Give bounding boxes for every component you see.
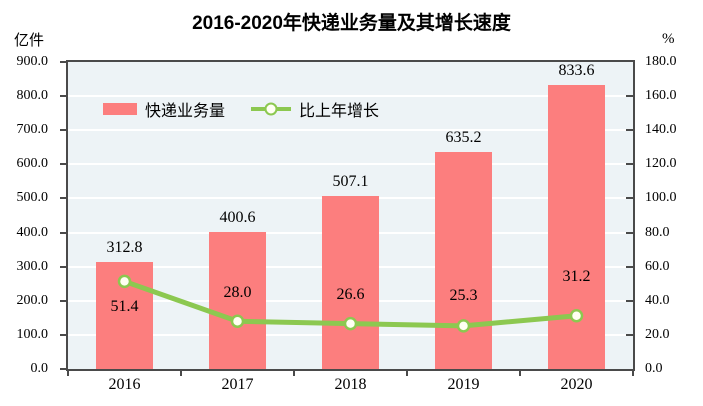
left-axis-tick-labels: 0.0 100.0 200.0 300.0 400.0 500.0 600.0 700.0 80…	[0, 54, 56, 376]
bar-value-label: 833.6	[558, 61, 595, 79]
x-axis-tick	[632, 371, 634, 376]
left-axis-tick-label: 500.0	[16, 190, 49, 206]
plot-area: 312.8 400.6 507.1 635.2 833.6 51.4 28.0 26.6 25…	[66, 60, 635, 371]
right-axis-tick-label: 120.0	[645, 156, 677, 172]
right-axis-tick	[626, 265, 633, 268]
x-axis-tick	[406, 371, 408, 376]
right-axis-tick-label: 160.0	[645, 88, 677, 104]
left-axis-tick-label: 900.0	[16, 54, 49, 69]
line-value-label: 51.4	[110, 298, 139, 316]
left-axis-tick	[60, 163, 66, 166]
left-axis-tick	[60, 333, 66, 336]
right-axis-tick	[626, 95, 633, 98]
x-axis-category-label: 2020	[560, 376, 593, 393]
x-axis-tick	[293, 371, 295, 376]
right-axis-tick-label: 40.0	[645, 292, 670, 308]
x-axis-category-label: 2019	[447, 376, 480, 393]
legend: 快递业务量 比上年增长	[103, 97, 379, 121]
left-axis-tick-label: 400.0	[16, 224, 49, 240]
right-axis-tick-label: 20.0	[645, 326, 670, 342]
x-axis-tick	[67, 371, 69, 376]
right-axis-tick	[626, 163, 633, 166]
line-value-label: 31.2	[562, 267, 591, 285]
x-axis-category-label: 2017	[221, 376, 254, 393]
left-axis-tick	[60, 197, 66, 200]
left-axis-tick-label: 800.0	[16, 88, 49, 104]
x-axis-category-label: 2018	[334, 376, 367, 393]
left-axis-tick	[60, 265, 66, 268]
left-axis-tick	[60, 129, 66, 132]
legend-bar-swatch	[103, 103, 137, 115]
x-axis-tick	[180, 371, 182, 376]
left-axis-tick	[60, 61, 66, 63]
left-axis-tick-label: 200.0	[16, 292, 49, 308]
legend-bar-series-label: 快递业务量	[145, 103, 226, 120]
bar	[435, 152, 492, 369]
right-axis-tick	[626, 197, 633, 200]
right-axis-tick-label: 180.0	[645, 54, 677, 69]
right-axis-tick-labels: 0.0 20.0 40.0 60.0 80.0 100.0 120.0 140.0 160.0 1…	[645, 54, 700, 376]
legend-line-marker-icon	[264, 102, 278, 116]
legend-line-series-label: 比上年增长	[299, 103, 380, 120]
gridline	[68, 163, 633, 166]
line-value-label: 26.6	[336, 285, 365, 303]
right-axis-tick	[626, 231, 633, 234]
legend-line-swatch	[251, 102, 292, 116]
left-axis-tick-label: 700.0	[16, 122, 49, 138]
gridline	[68, 129, 633, 132]
left-axis-tick-label: 300.0	[16, 258, 49, 274]
right-axis-tick-label: 140.0	[645, 122, 677, 138]
line-value-label: 25.3	[449, 286, 478, 304]
right-axis-tick-label: 80.0	[645, 224, 670, 240]
left-axis-unit-label: 亿件	[14, 32, 45, 49]
left-axis-tick	[60, 368, 66, 370]
left-axis-tick-label: 100.0	[16, 326, 49, 342]
gridline	[68, 95, 633, 98]
right-axis-tick	[626, 129, 633, 132]
right-axis-tick-label: 60.0	[645, 258, 670, 274]
left-axis-tick	[60, 95, 66, 98]
bar-value-label: 635.2	[445, 129, 482, 147]
right-axis-tick-label: 0.0	[645, 361, 663, 376]
right-axis-tick	[626, 299, 633, 302]
left-axis-tick-label: 0.0	[30, 361, 49, 376]
right-axis-tick-label: 100.0	[645, 190, 677, 206]
left-axis-tick-label: 600.0	[16, 156, 49, 172]
bar-value-label: 507.1	[332, 173, 369, 191]
x-axis-tick	[519, 371, 521, 376]
line-series	[117, 274, 584, 333]
x-axis-category-label: 2016	[108, 376, 141, 393]
left-axis-tick	[60, 299, 66, 302]
bar	[209, 232, 266, 369]
bar-value-label: 400.6	[219, 209, 256, 227]
right-axis-unit-label: %	[662, 31, 675, 47]
chart-title: 2016-2020年快递业务量及其增长速度	[192, 13, 511, 34]
bar-value-label: 312.8	[106, 239, 143, 257]
right-axis-tick	[626, 333, 633, 336]
left-axis-tick	[60, 231, 66, 234]
bar	[322, 196, 379, 369]
line-value-label: 28.0	[223, 284, 252, 302]
